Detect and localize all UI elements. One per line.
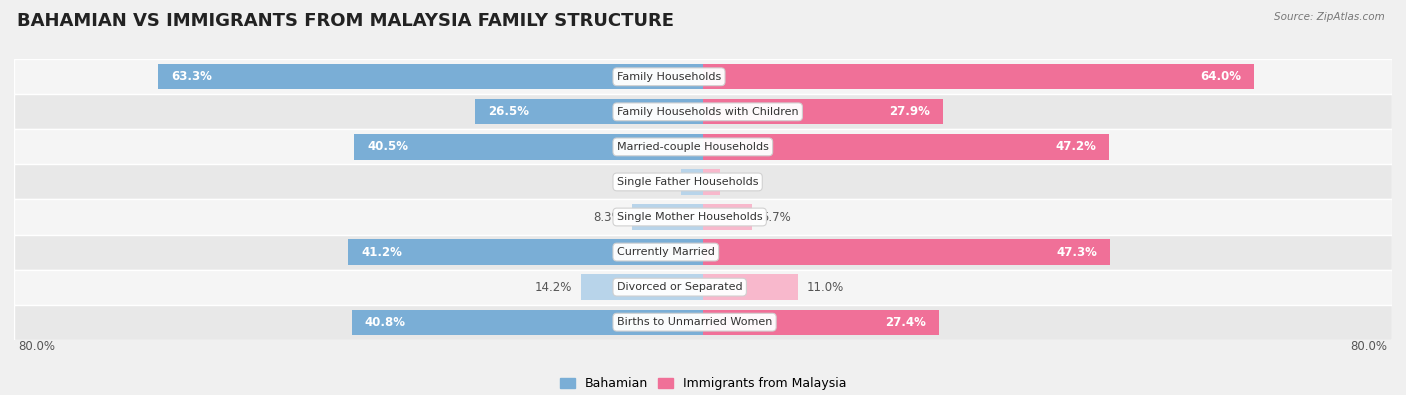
Bar	[631, 204, 703, 229]
Text: 63.3%: 63.3%	[170, 70, 212, 83]
Text: BAHAMIAN VS IMMIGRANTS FROM MALAYSIA FAMILY STRUCTURE: BAHAMIAN VS IMMIGRANTS FROM MALAYSIA FAM…	[17, 12, 673, 30]
Bar	[703, 134, 1109, 160]
Bar	[349, 239, 703, 265]
Text: Births to Unmarried Women: Births to Unmarried Women	[617, 317, 772, 327]
Text: Married-couple Households: Married-couple Households	[617, 142, 769, 152]
Text: 47.3%: 47.3%	[1056, 246, 1098, 259]
Legend: Bahamian, Immigrants from Malaysia: Bahamian, Immigrants from Malaysia	[554, 372, 852, 395]
Bar	[14, 130, 1392, 164]
Bar	[703, 169, 720, 195]
Text: 47.2%: 47.2%	[1056, 140, 1097, 153]
Text: 80.0%: 80.0%	[1351, 340, 1388, 354]
Bar	[352, 310, 703, 335]
Bar	[682, 169, 703, 195]
Bar	[14, 305, 1392, 340]
Text: 27.4%: 27.4%	[886, 316, 927, 329]
Text: Family Households with Children: Family Households with Children	[617, 107, 799, 117]
Text: Source: ZipAtlas.com: Source: ZipAtlas.com	[1274, 12, 1385, 22]
Text: Single Father Households: Single Father Households	[617, 177, 758, 187]
Text: 80.0%: 80.0%	[18, 340, 55, 354]
Text: 11.0%: 11.0%	[807, 280, 844, 293]
Bar	[14, 235, 1392, 269]
Text: 2.0%: 2.0%	[728, 175, 759, 188]
Bar	[14, 269, 1392, 305]
Text: 2.5%: 2.5%	[643, 175, 673, 188]
Text: 5.7%: 5.7%	[761, 211, 790, 224]
Text: 40.5%: 40.5%	[367, 140, 408, 153]
Bar	[14, 164, 1392, 199]
Bar	[581, 275, 703, 300]
Bar	[703, 310, 939, 335]
Text: 14.2%: 14.2%	[534, 280, 572, 293]
Bar	[14, 199, 1392, 235]
Bar	[703, 204, 752, 229]
Text: Family Households: Family Households	[617, 72, 721, 82]
Bar	[157, 64, 703, 89]
Text: 27.9%: 27.9%	[890, 105, 931, 118]
Bar	[14, 94, 1392, 130]
Bar	[475, 99, 703, 124]
Bar	[354, 134, 703, 160]
Bar	[703, 99, 943, 124]
Bar	[703, 239, 1111, 265]
Text: 64.0%: 64.0%	[1201, 70, 1241, 83]
Bar	[14, 59, 1392, 94]
Bar	[703, 64, 1254, 89]
Text: Divorced or Separated: Divorced or Separated	[617, 282, 742, 292]
Text: 8.3%: 8.3%	[593, 211, 623, 224]
Text: Single Mother Households: Single Mother Households	[617, 212, 762, 222]
Text: 41.2%: 41.2%	[361, 246, 402, 259]
Text: 26.5%: 26.5%	[488, 105, 529, 118]
Text: 40.8%: 40.8%	[364, 316, 405, 329]
Text: Currently Married: Currently Married	[617, 247, 714, 257]
Bar	[703, 275, 797, 300]
